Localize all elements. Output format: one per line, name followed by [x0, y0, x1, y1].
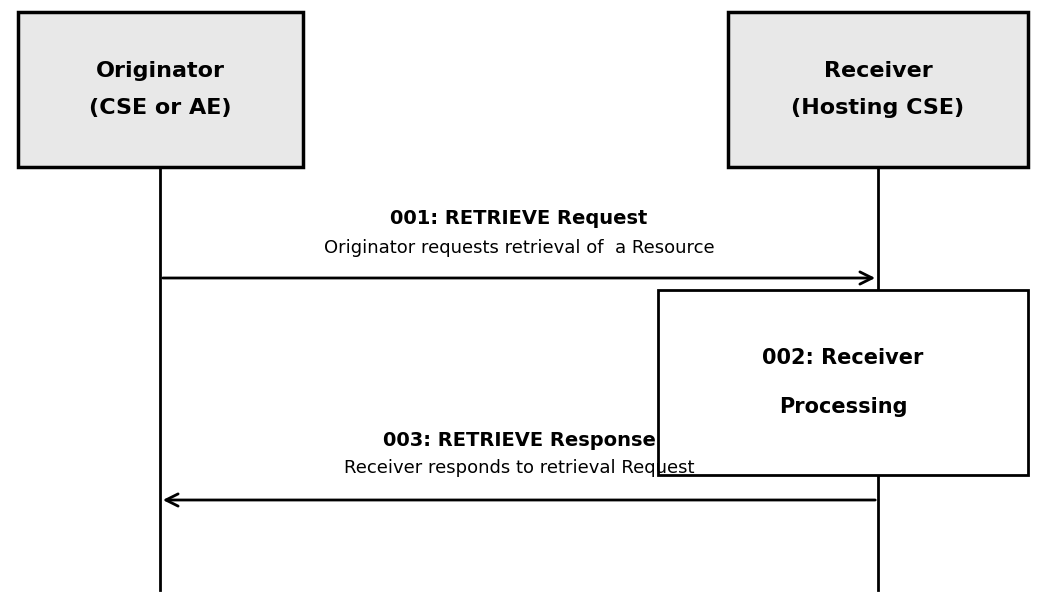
- Text: Originator requests retrieval of  a Resource: Originator requests retrieval of a Resou…: [323, 239, 714, 257]
- Text: (CSE or AE): (CSE or AE): [89, 98, 232, 118]
- Text: 001: RETRIEVE Request: 001: RETRIEVE Request: [390, 209, 647, 228]
- FancyBboxPatch shape: [18, 12, 303, 167]
- Text: Processing: Processing: [779, 397, 907, 417]
- Text: 003: RETRIEVE Response: 003: RETRIEVE Response: [383, 430, 656, 449]
- FancyBboxPatch shape: [728, 12, 1028, 167]
- Text: Originator: Originator: [96, 61, 225, 81]
- FancyBboxPatch shape: [658, 290, 1028, 475]
- Text: Receiver: Receiver: [823, 61, 932, 81]
- Text: Receiver responds to retrieval Request: Receiver responds to retrieval Request: [344, 459, 695, 477]
- Text: 002: Receiver: 002: Receiver: [763, 348, 924, 368]
- Text: (Hosting CSE): (Hosting CSE): [792, 98, 964, 118]
